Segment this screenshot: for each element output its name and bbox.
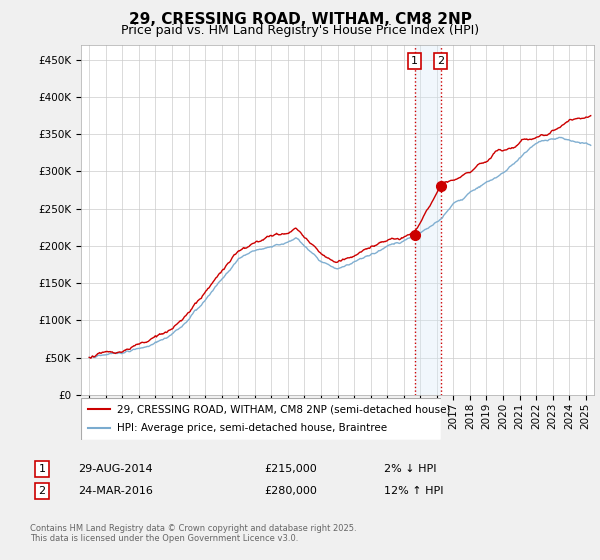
Text: 29, CRESSING ROAD, WITHAM, CM8 2NP (semi-detached house): 29, CRESSING ROAD, WITHAM, CM8 2NP (semi…: [117, 404, 451, 414]
Text: 2: 2: [437, 56, 444, 66]
Text: £215,000: £215,000: [264, 464, 317, 474]
Text: 29, CRESSING ROAD, WITHAM, CM8 2NP: 29, CRESSING ROAD, WITHAM, CM8 2NP: [128, 12, 472, 27]
Text: 29-AUG-2014: 29-AUG-2014: [78, 464, 152, 474]
Text: 1: 1: [38, 464, 46, 474]
Text: 24-MAR-2016: 24-MAR-2016: [78, 486, 153, 496]
Text: Price paid vs. HM Land Registry's House Price Index (HPI): Price paid vs. HM Land Registry's House …: [121, 24, 479, 36]
Text: 2: 2: [38, 486, 46, 496]
Text: Contains HM Land Registry data © Crown copyright and database right 2025.
This d: Contains HM Land Registry data © Crown c…: [30, 524, 356, 543]
Text: HPI: Average price, semi-detached house, Braintree: HPI: Average price, semi-detached house,…: [117, 423, 387, 433]
Text: 1: 1: [411, 56, 418, 66]
Text: 12% ↑ HPI: 12% ↑ HPI: [384, 486, 443, 496]
Bar: [415, 45, 440, 395]
Text: 2% ↓ HPI: 2% ↓ HPI: [384, 464, 437, 474]
Text: £280,000: £280,000: [264, 486, 317, 496]
